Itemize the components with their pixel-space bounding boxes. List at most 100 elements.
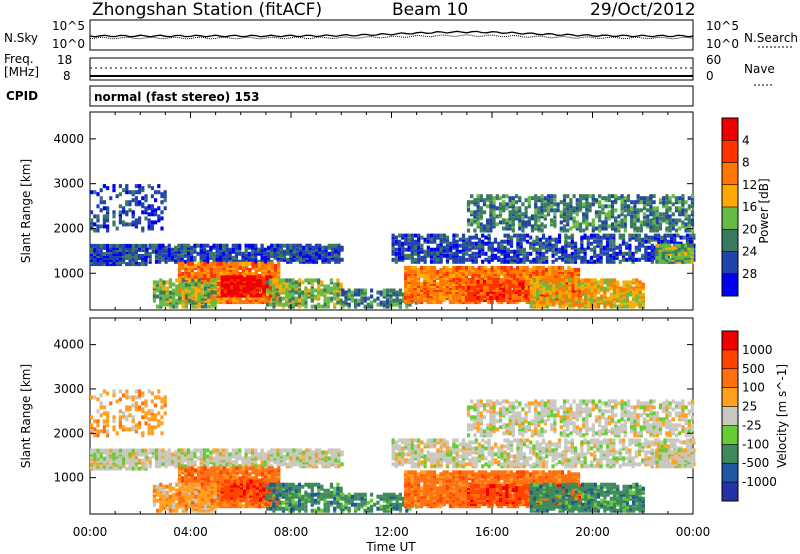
- power-cell: [413, 251, 418, 256]
- power-cell: [157, 190, 161, 195]
- power-cell: [534, 214, 538, 219]
- power-cell: [161, 257, 165, 262]
- power-cell: [620, 206, 624, 211]
- power-cell: [197, 278, 201, 283]
- power-cell: [209, 276, 214, 280]
- power-cell: [200, 290, 204, 295]
- power-cell: [575, 224, 579, 229]
- power-cell: [278, 288, 282, 293]
- power-cell: [197, 282, 201, 287]
- power-cell: [650, 243, 654, 248]
- power-cell: [614, 222, 618, 227]
- velocity-cell: [90, 448, 94, 453]
- power-cell: [580, 235, 584, 240]
- power-cell: [479, 222, 483, 227]
- power-cell: [466, 202, 471, 207]
- power-ylabel: Slant Range [km]: [19, 159, 33, 263]
- power-cell: [505, 226, 509, 231]
- power-cell: [420, 235, 424, 240]
- power-cell: [473, 214, 477, 219]
- power-cell: [476, 194, 480, 199]
- power-cell: [386, 288, 390, 293]
- power-cell: [232, 261, 236, 266]
- power-cell: [516, 233, 520, 238]
- power-cell: [246, 281, 250, 286]
- power-cell: [106, 262, 110, 267]
- power-cell: [413, 239, 418, 244]
- power-cell: [144, 260, 148, 265]
- power-cell: [246, 275, 250, 280]
- power-cell: [662, 212, 666, 217]
- power-cell: [571, 278, 575, 283]
- power-cell: [323, 284, 327, 289]
- power-cell: [134, 260, 138, 265]
- power-cell: [439, 300, 443, 305]
- power-cell: [330, 243, 335, 248]
- power-cell: [633, 204, 637, 209]
- power-cell: [551, 259, 555, 264]
- power-cell: [601, 220, 605, 225]
- power-cell: [223, 275, 227, 280]
- power-cell: [524, 289, 528, 294]
- power-cell: [429, 273, 433, 278]
- power-cell: [678, 206, 682, 211]
- power-cell: [279, 257, 283, 262]
- power-cell: [596, 239, 600, 244]
- power-cell: [218, 251, 223, 256]
- power-cell: [598, 218, 602, 223]
- power-cell: [317, 278, 321, 283]
- power-cell: [402, 292, 406, 297]
- power-cell: [466, 228, 471, 233]
- power-cell: [525, 255, 530, 260]
- power-cell: [99, 208, 103, 213]
- power-cell: [265, 288, 270, 293]
- power-cell: [633, 210, 637, 215]
- power-cell: [489, 210, 493, 215]
- power-cell: [539, 282, 543, 287]
- power-cell: [376, 296, 380, 301]
- power-cell: [234, 243, 239, 248]
- power-cell: [562, 285, 567, 290]
- power-cell: [386, 300, 390, 305]
- power-cell: [692, 253, 696, 258]
- power-cell: [593, 298, 597, 303]
- power-cell: [678, 218, 682, 223]
- power-cell: [661, 259, 665, 264]
- power-cell: [490, 253, 494, 258]
- power-cell: [154, 243, 159, 248]
- power-cell: [540, 194, 544, 199]
- power-cell: [125, 202, 129, 207]
- power-cell: [495, 283, 499, 288]
- power-cell: [324, 251, 328, 256]
- power-cell: [275, 300, 279, 305]
- power-cell: [539, 296, 543, 301]
- power-cell: [630, 200, 634, 205]
- power-cell: [474, 259, 478, 264]
- power-cell: [502, 200, 506, 205]
- power-cell: [159, 278, 163, 283]
- power-cell: [452, 257, 456, 262]
- power-cell: [436, 243, 440, 248]
- power-cell: [90, 190, 94, 195]
- power-cell: [574, 278, 578, 283]
- power-cell: [461, 265, 465, 270]
- power-cell: [417, 251, 421, 256]
- power-cell: [157, 218, 161, 223]
- power-cell: [500, 251, 504, 256]
- colorbar-swatch: [722, 118, 738, 141]
- power-cell: [628, 243, 632, 248]
- power-cell: [484, 235, 488, 240]
- power-cell: [525, 239, 530, 244]
- power-cell: [521, 281, 525, 286]
- power-cell: [241, 300, 246, 305]
- power-cell: [379, 300, 383, 305]
- power-cell: [321, 251, 325, 256]
- power-cell: [297, 298, 302, 303]
- power-cell: [109, 243, 113, 248]
- power-cell: [307, 278, 311, 283]
- power-cell: [363, 304, 367, 309]
- power-cell: [674, 196, 679, 201]
- power-cell: [229, 296, 233, 301]
- power-cell: [295, 247, 299, 252]
- power-cell: [392, 298, 396, 303]
